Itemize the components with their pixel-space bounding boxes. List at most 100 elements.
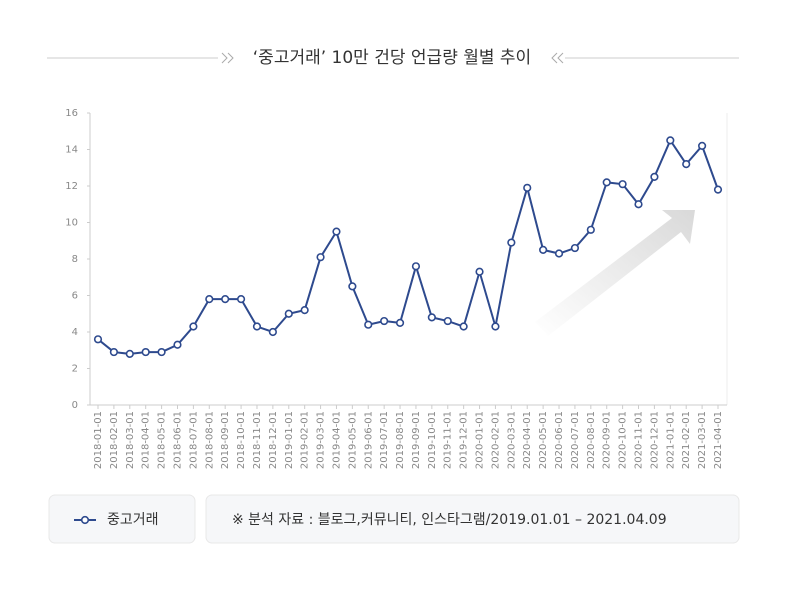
x-tick-label: 2018-08-01 xyxy=(204,411,215,469)
point xyxy=(125,349,134,359)
x-tick-label: 2019-12-01 xyxy=(459,411,470,469)
point xyxy=(236,295,246,304)
x-tick-label: 2020-04-01 xyxy=(522,411,533,469)
x-tick-label: 2019-01-01 xyxy=(284,411,295,469)
point xyxy=(411,262,421,271)
x-tick-label: 2020-08-01 xyxy=(586,411,597,469)
point xyxy=(141,347,150,357)
legend: 중고거래 xyxy=(74,512,159,528)
point xyxy=(395,318,405,327)
x-tick-label: 2020-02-01 xyxy=(490,411,501,469)
x-tick-label: 2019-08-01 xyxy=(395,411,406,469)
x-tick-label: 2020-09-01 xyxy=(602,411,613,469)
x-tick-label: 2021-03-01 xyxy=(697,411,708,469)
point xyxy=(316,253,325,262)
x-tick-label: 2021-01-01 xyxy=(665,411,676,469)
legend-box xyxy=(48,494,196,544)
point xyxy=(427,313,436,322)
point xyxy=(109,347,118,357)
x-tick-label: 2020-12-01 xyxy=(649,411,660,469)
point xyxy=(491,322,500,331)
point xyxy=(221,295,230,304)
x-tick-label: 2019-06-01 xyxy=(363,411,374,469)
point xyxy=(682,160,691,169)
x-tick-label: 2019-02-01 xyxy=(300,411,311,469)
point xyxy=(443,316,452,326)
y-tick-label: 12 xyxy=(65,181,78,192)
point xyxy=(539,245,548,254)
x-tick-label: 2019-05-01 xyxy=(347,411,358,469)
point xyxy=(666,136,675,145)
chevron xyxy=(221,52,234,64)
point xyxy=(300,306,309,315)
x-tick-label: 2019-07-01 xyxy=(379,411,390,469)
x-tick-label: 2019-11-01 xyxy=(443,411,454,469)
point xyxy=(173,340,182,349)
x-tick-label: 2018-06-01 xyxy=(172,411,183,469)
y-tick-label: 8 xyxy=(72,254,78,265)
trend-arrow xyxy=(535,210,695,336)
point xyxy=(475,267,484,276)
legend-label: 중고거래 xyxy=(107,512,159,528)
point xyxy=(459,322,468,331)
x-tick-label: 2018-03-01 xyxy=(125,411,136,469)
x-tick-label: 2020-11-01 xyxy=(634,411,645,469)
point xyxy=(348,282,357,291)
point xyxy=(713,185,723,194)
point xyxy=(554,249,564,258)
point xyxy=(93,335,103,344)
chart-title: ‘중고거래’ 10만 건당 언급량 월별 추이 xyxy=(253,48,531,68)
point xyxy=(570,243,580,253)
x-tick-label: 2019-03-01 xyxy=(316,411,327,469)
y-tick-label: 14 xyxy=(65,145,78,156)
legend-marker xyxy=(80,515,90,525)
x-tick-label: 2018-12-01 xyxy=(268,411,279,469)
y-tick-label: 0 xyxy=(72,400,78,411)
point xyxy=(205,295,214,304)
x-tick-label: 2019-09-01 xyxy=(411,411,422,469)
x-tick-label: 2020-06-01 xyxy=(554,411,565,469)
point xyxy=(523,183,532,192)
x-tick-label: 2021-04-01 xyxy=(713,411,724,469)
x-tick-label: 2021-02-01 xyxy=(681,411,692,469)
x-tick-label: 2018-05-01 xyxy=(157,411,168,469)
y-tick-label: 4 xyxy=(72,327,78,338)
x-tick-label: 2020-07-01 xyxy=(570,411,581,469)
point xyxy=(252,322,262,331)
y-tick-label: 10 xyxy=(65,218,78,229)
x-tick-label: 2020-10-01 xyxy=(618,411,629,469)
x-tick-label: 2020-05-01 xyxy=(538,411,549,469)
chevron xyxy=(551,52,564,64)
point xyxy=(586,225,595,234)
x-tick-label: 2019-10-01 xyxy=(427,411,438,469)
point xyxy=(268,327,277,337)
point xyxy=(332,227,341,236)
point xyxy=(157,347,166,357)
y-tick-label: 16 xyxy=(65,108,78,119)
note: ※ 분석 자료 : 블로그,커뮤니티, 인스타그램/2019.01.01 – 2… xyxy=(232,512,667,528)
point xyxy=(284,309,293,318)
x-tick-label: 2018-11-01 xyxy=(252,411,263,469)
x-tick-label: 2020-03-01 xyxy=(506,411,517,469)
point xyxy=(602,178,611,187)
point xyxy=(698,141,707,150)
x-tick-label: 2018-09-01 xyxy=(220,411,231,469)
note-box xyxy=(205,494,740,544)
series-line xyxy=(97,138,719,355)
point xyxy=(364,320,373,329)
point xyxy=(650,172,659,181)
point xyxy=(380,316,389,326)
point xyxy=(634,200,643,209)
point xyxy=(189,322,198,331)
x-tick-label: 2019-04-01 xyxy=(331,411,342,469)
x-tick-label: 2018-01-01 xyxy=(93,411,104,469)
x-tick-label: 2020-01-01 xyxy=(475,411,486,469)
point xyxy=(618,180,627,189)
x-tick-label: 2018-10-01 xyxy=(236,411,247,469)
y-tick-label: 6 xyxy=(72,291,78,302)
x-tick-label: 2018-02-01 xyxy=(109,411,120,469)
x-tick-label: 2018-07-01 xyxy=(188,411,199,469)
x-tick-label: 2018-04-01 xyxy=(141,411,152,469)
